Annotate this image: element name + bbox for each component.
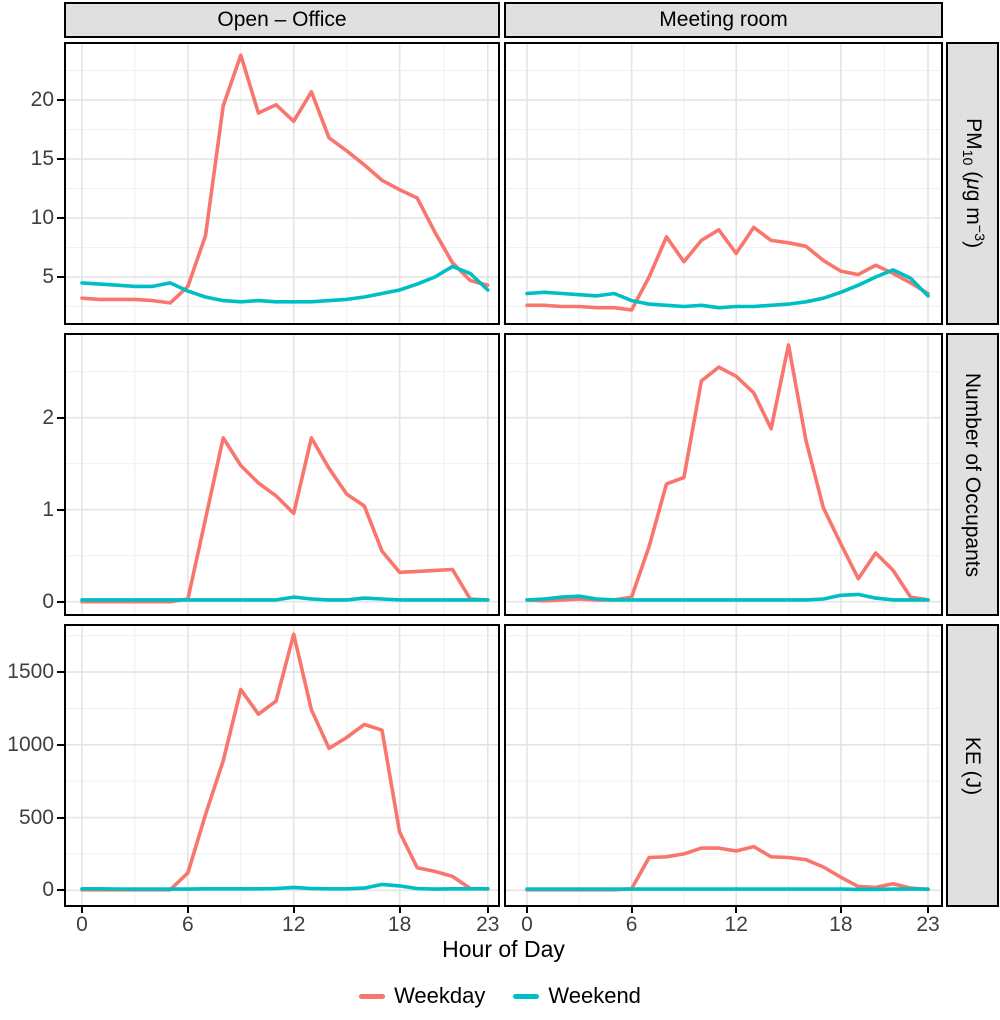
y-axis-tick [57, 600, 64, 603]
y-tick-label: 20 [30, 88, 54, 112]
x-axis-tick [735, 907, 738, 913]
panel-open-office-pm10 [64, 42, 500, 325]
y-axis-tick [57, 816, 64, 819]
panel-border [504, 624, 943, 907]
x-axis-tick [839, 907, 842, 913]
panel-border [64, 333, 500, 616]
x-tick-label: 23 [476, 913, 500, 936]
x-axis-tick [186, 907, 189, 913]
y-tick-label: 0 [42, 589, 54, 613]
x-tick-label: 23 [916, 913, 940, 936]
weekday-line [525, 225, 930, 312]
weekend-line-key [513, 993, 540, 999]
y-tick-label: 15 [30, 147, 54, 171]
x-axis-tick [292, 907, 295, 913]
panel-meeting-room-occupants [504, 333, 943, 616]
x-axis-tick [927, 907, 929, 913]
weekday-line [525, 844, 930, 892]
panel-open-office-occupants [64, 333, 500, 616]
facet-row-strip-pm10: PM10 (μg m−3) [946, 42, 999, 325]
x-axis-tick [398, 907, 401, 913]
panel-meeting-room-pm10 [504, 42, 943, 325]
facet-row-strip-ke: KE (J) [946, 624, 999, 907]
x-axis-tick [526, 907, 528, 913]
weekend-line [80, 264, 490, 304]
x-axis-tick [80, 907, 83, 913]
y-axis-tick [57, 217, 64, 219]
y-axis-tick [57, 99, 64, 102]
y-axis-tick [57, 671, 64, 673]
x-tick-label: 18 [387, 913, 412, 936]
y-axis-tick [57, 508, 64, 511]
y-tick-label: 0 [42, 878, 54, 902]
panel-open-office-ke [64, 624, 500, 907]
x-axis-title: Hour of Day [442, 936, 565, 962]
weekend-line [525, 268, 930, 310]
facet-col-label: Meeting room [659, 8, 788, 31]
y-axis-tick [57, 743, 64, 746]
facet-row-label-ke: KE (J) [961, 736, 985, 795]
weekend-line [525, 592, 930, 602]
y-axis-tick [57, 416, 64, 419]
x-tick-label: 0 [521, 913, 533, 936]
facet-row-label-pm10: PM10 (μg m−3) [958, 118, 987, 249]
y-tick-label: 2 [42, 405, 54, 429]
y-tick-label: 10 [30, 206, 54, 229]
y-tick-label: 1500 [7, 660, 54, 683]
x-tick-label: 18 [829, 913, 853, 936]
facet-col-strip-meeting-room: Meeting room [504, 2, 943, 38]
legend-label-weekday: Weekday [394, 983, 486, 1008]
y-axis-tick [57, 158, 64, 161]
facet-row-label-occupants: Number of Occupants [961, 372, 985, 577]
y-tick-label: 5 [42, 264, 54, 288]
y-axis-tick [57, 275, 64, 278]
panel-meeting-room-ke [504, 624, 943, 907]
legend-label-weekend: Weekend [548, 983, 641, 1008]
legend-item-weekend: Weekend [513, 983, 641, 1009]
x-tick-label: 12 [724, 913, 748, 936]
panel-border [64, 624, 500, 907]
weekday-line-key [359, 993, 386, 999]
x-tick-label: 0 [76, 913, 88, 936]
weekend-line [80, 882, 490, 891]
legend: Weekday Weekend [0, 983, 1000, 1009]
facet-col-strip-open-office: Open – Office [64, 2, 500, 38]
x-tick-label: 6 [182, 913, 194, 936]
weekday-line [80, 436, 490, 604]
facet-col-label: Open – Office [217, 8, 347, 31]
legend-item-weekday: Weekday [359, 983, 485, 1009]
facet-row-strip-occupants: Number of Occupants [946, 333, 999, 616]
panel-border [504, 333, 943, 616]
x-axis-tick [630, 907, 633, 913]
y-axis-tick [57, 889, 64, 892]
x-axis-tick [486, 907, 489, 913]
y-tick-label: 500 [18, 805, 54, 829]
panel-border [64, 42, 500, 325]
panel-border [504, 42, 943, 325]
weekday-line [525, 343, 930, 603]
weekday-line [80, 53, 490, 305]
x-tick-label: 6 [625, 913, 638, 936]
x-tick-label: 12 [282, 913, 306, 936]
weekend-line [80, 595, 490, 602]
y-tick-label: 1000 [7, 732, 54, 756]
y-tick-label: 1 [42, 497, 54, 521]
